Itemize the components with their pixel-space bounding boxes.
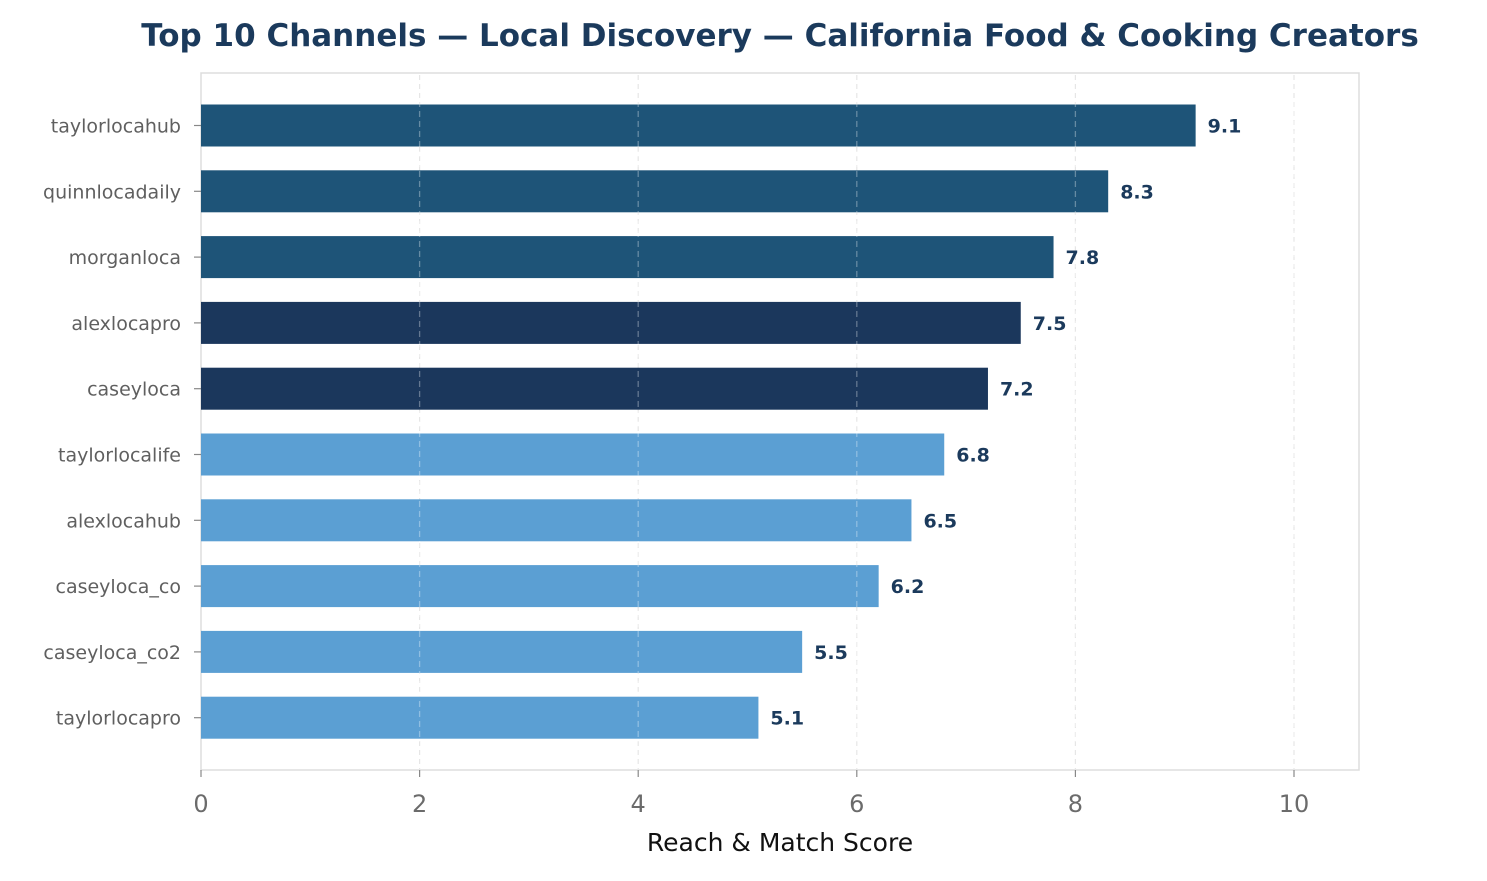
- bar: [201, 367, 988, 410]
- category-label: quinnlocadaily: [43, 181, 181, 203]
- x-ticks: 0 2 4 6 8 10: [193, 770, 1309, 818]
- category-label: taylorlocapro: [56, 708, 181, 730]
- grid-overlay: [418, 101, 1295, 742]
- category-label: caseyloca_co: [56, 576, 182, 598]
- value-label: 7.2: [1000, 379, 1034, 401]
- category-label: taylorlocalife: [58, 445, 181, 467]
- category-label: caseyloca_co2: [43, 642, 181, 664]
- bar: [201, 104, 1196, 147]
- bar: [201, 499, 912, 542]
- x-tick-label: 2: [412, 790, 427, 818]
- x-tick-label: 4: [631, 790, 646, 818]
- bar: [201, 236, 1054, 279]
- x-tick-label: 0: [193, 790, 208, 818]
- bar: [201, 696, 759, 739]
- category-label: alexlocahub: [66, 510, 181, 532]
- bar: [201, 170, 1109, 213]
- x-tick-label: 6: [849, 790, 864, 818]
- category-label: alexlocapro: [71, 313, 181, 335]
- value-label: 6.5: [923, 510, 957, 532]
- plot-frame: [200, 72, 1360, 771]
- value-label: 7.8: [1066, 247, 1100, 269]
- x-tick-label: 8: [1068, 790, 1083, 818]
- bar: [201, 301, 1021, 344]
- x-axis-label: Reach & Match Score: [647, 828, 913, 857]
- category-label: morganloca: [69, 247, 181, 269]
- bar: [201, 433, 945, 476]
- x-tick-label: 10: [1279, 790, 1310, 818]
- value-label: 9.1: [1208, 116, 1242, 138]
- category-label: taylorlocahub: [51, 116, 181, 138]
- value-label: 7.5: [1033, 313, 1067, 335]
- bar: [201, 565, 879, 608]
- chart-title: Top 10 Channels — Local Discovery — Cali…: [141, 18, 1419, 54]
- bars: [201, 104, 1196, 739]
- value-label: 8.3: [1120, 181, 1154, 203]
- category-label: caseyloca: [87, 379, 181, 401]
- category-labels: taylorlocahub quinnlocadaily morganloca ale…: [43, 116, 201, 730]
- value-labels: 9.1 8.3 7.8 7.5 7.2 6.8 6.5 6.2 5.5 5.1: [770, 116, 1241, 730]
- value-label: 6.8: [956, 445, 990, 467]
- value-label: 5.1: [770, 708, 804, 730]
- value-label: 5.5: [814, 642, 848, 664]
- value-label: 6.2: [891, 576, 925, 598]
- bar: [201, 630, 803, 673]
